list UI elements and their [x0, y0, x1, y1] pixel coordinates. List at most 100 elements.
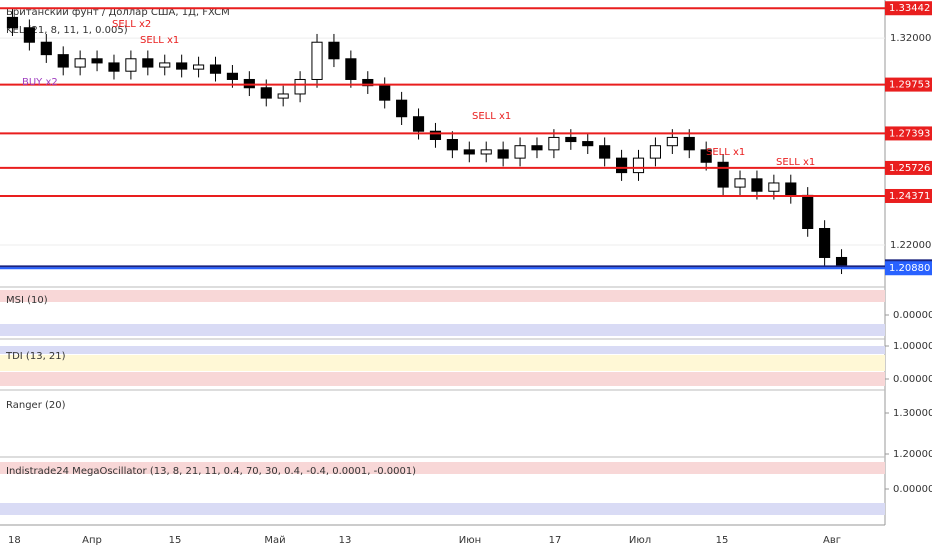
candle-body	[751, 178, 763, 192]
candle-body	[396, 99, 408, 118]
panel-title: Indistrade24 MegaOscillator (13, 8, 21, …	[6, 466, 416, 477]
candle-body	[446, 138, 458, 151]
level-label-bg	[885, 126, 932, 141]
candle-body	[142, 58, 154, 68]
x-tick-label: Апр	[82, 535, 102, 546]
candle-body	[802, 194, 814, 229]
candle-body	[294, 78, 306, 95]
level-label: 1.33442	[889, 3, 930, 14]
x-tick-label: 17	[549, 535, 562, 546]
chart-title: Британский фунт / Доллар США, 1Д, FXCM	[6, 7, 230, 18]
candle-body	[734, 178, 746, 188]
candle-body	[632, 157, 645, 174]
band	[0, 372, 885, 386]
y-tick-label: 1.00000	[893, 341, 932, 352]
signal-label: SELL x1	[776, 157, 815, 168]
candle-body	[23, 27, 35, 43]
x-tick-label: 15	[169, 535, 182, 546]
candle-body	[768, 182, 780, 192]
candle-body	[819, 227, 831, 258]
level-label: 1.20880	[889, 263, 930, 274]
y-tick-label: 0.00000	[893, 374, 932, 385]
candle-body	[209, 64, 222, 74]
indicator-label: KEL (21, 8, 11, 1, 0.005)	[6, 25, 128, 36]
candle-body	[599, 145, 611, 159]
panel-title: TDI (13, 21)	[5, 351, 66, 362]
y-tick-label: 0.00000	[893, 484, 932, 495]
candle-body	[531, 145, 543, 151]
level-label-bg	[885, 188, 932, 203]
candle-body	[666, 136, 678, 147]
y-tick-label: 0.00000	[893, 310, 932, 321]
candle-body	[226, 72, 238, 80]
band	[0, 355, 885, 371]
y-tick-label: 1.32000	[890, 33, 931, 44]
panel-title: MSI (10)	[6, 295, 48, 306]
candle-body	[565, 136, 577, 143]
band	[0, 503, 885, 515]
signal-label: SELL x2	[112, 19, 151, 30]
candle-body	[125, 58, 137, 72]
band	[0, 346, 885, 354]
band	[0, 324, 885, 336]
candle-body	[40, 41, 52, 56]
level-label: 1.25726	[889, 163, 930, 174]
candle-body	[277, 93, 289, 99]
band	[0, 290, 885, 302]
level-label-bg	[885, 261, 932, 276]
y-tick-label: 1.20000	[893, 449, 932, 460]
candle-body	[700, 149, 712, 163]
candle-body	[379, 85, 391, 101]
signal-label: SELL x1	[706, 147, 745, 158]
candle-body	[362, 78, 374, 87]
x-tick-label: 15	[716, 535, 729, 546]
candle-body	[649, 145, 661, 159]
level-label: 1.27393	[889, 128, 930, 139]
signal-label: SELL x1	[140, 35, 179, 46]
candle-body	[311, 41, 323, 80]
candle-body	[582, 141, 594, 147]
candle-body	[514, 145, 526, 159]
candle-body	[785, 182, 797, 196]
candle-body	[835, 256, 848, 267]
level-label-bg	[885, 1, 932, 16]
x-tick-label: 18	[8, 535, 21, 546]
candle-body	[6, 16, 19, 29]
candle-body	[683, 136, 695, 151]
candle-body	[616, 157, 628, 174]
candle-body	[463, 149, 475, 155]
panel-title: Ranger (20)	[6, 400, 66, 411]
candle-body	[193, 64, 205, 70]
panel-bands	[0, 290, 885, 515]
candle-body	[260, 87, 272, 99]
y-tick-label: 1.30000	[893, 408, 932, 419]
candle-body	[57, 54, 69, 68]
x-tick-label: 13	[339, 535, 352, 546]
level-label-bg	[885, 77, 932, 92]
level-label-bg	[885, 160, 932, 175]
candle-body	[480, 149, 492, 155]
x-tick-label: Июн	[459, 535, 481, 546]
candle-body	[328, 41, 340, 60]
candle-body	[176, 62, 188, 70]
candle-body	[345, 58, 357, 80]
candle-body	[412, 116, 425, 132]
x-tick-label: Май	[264, 535, 285, 546]
level-label: 1.29753	[889, 80, 930, 91]
y-tick-label: 1.22000	[890, 240, 931, 251]
x-tick-label: Авг	[823, 535, 841, 546]
candle-body	[717, 161, 729, 188]
candle-body	[429, 130, 442, 140]
signal-label: BUY x2	[22, 77, 58, 88]
level-label: 1.24371	[889, 191, 930, 202]
band	[0, 462, 885, 474]
candle-body	[497, 149, 509, 159]
candle-body	[548, 136, 560, 151]
candle-body	[91, 58, 103, 64]
x-tick-label: Июл	[629, 535, 651, 546]
candle-body	[74, 58, 86, 68]
signal-label: SELL x1	[472, 111, 511, 122]
candle-body	[159, 62, 171, 68]
